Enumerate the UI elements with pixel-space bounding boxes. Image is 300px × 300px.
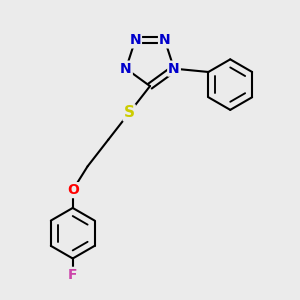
Text: N: N — [159, 33, 171, 47]
Text: O: O — [67, 183, 79, 197]
Text: N: N — [129, 33, 141, 47]
Text: S: S — [124, 105, 135, 120]
Text: F: F — [68, 268, 77, 282]
Text: N: N — [168, 61, 180, 76]
Text: N: N — [120, 61, 132, 76]
